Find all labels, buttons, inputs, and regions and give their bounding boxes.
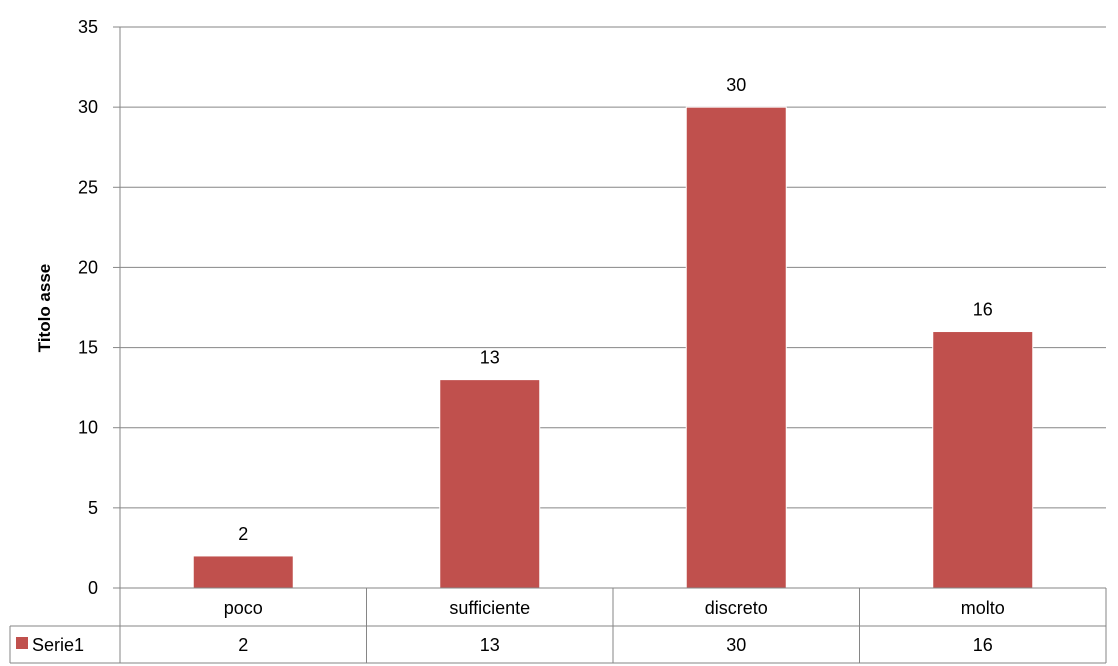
x-category-label: sufficiente bbox=[449, 598, 530, 618]
y-tick-label: 25 bbox=[78, 177, 98, 197]
data-label: 2 bbox=[238, 524, 248, 544]
table-value: 13 bbox=[480, 635, 500, 655]
y-tick-label: 20 bbox=[78, 257, 98, 277]
y-tick-label: 0 bbox=[88, 578, 98, 598]
y-tick-label: 15 bbox=[78, 338, 98, 358]
y-tick-label: 35 bbox=[78, 17, 98, 37]
y-tick-label: 10 bbox=[78, 418, 98, 438]
legend-series-name: Serie1 bbox=[32, 635, 84, 655]
y-tick-label: 30 bbox=[78, 97, 98, 117]
data-label: 13 bbox=[480, 348, 500, 368]
bar bbox=[439, 379, 541, 589]
legend-swatch bbox=[16, 637, 28, 649]
data-label: 16 bbox=[973, 300, 993, 320]
table-value: 30 bbox=[726, 635, 746, 655]
y-axis-title: Titolo asse bbox=[35, 264, 54, 353]
x-category-label: molto bbox=[961, 598, 1005, 618]
bar bbox=[685, 106, 787, 589]
table-value: 2 bbox=[238, 635, 248, 655]
y-tick-label: 5 bbox=[88, 498, 98, 518]
data-label: 30 bbox=[726, 75, 746, 95]
table-value: 16 bbox=[973, 635, 993, 655]
bar bbox=[192, 555, 294, 589]
x-category-label: poco bbox=[224, 598, 263, 618]
bar bbox=[932, 331, 1034, 589]
x-category-label: discreto bbox=[705, 598, 768, 618]
